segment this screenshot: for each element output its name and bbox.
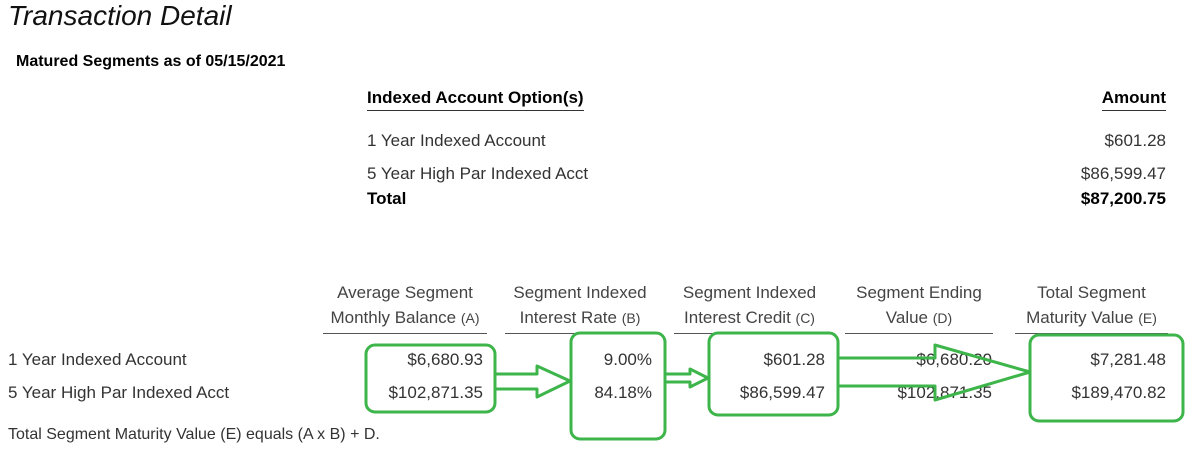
matured-segments-heading: Matured Segments as of 05/15/2021 [16, 53, 286, 70]
total-amount: $87,200.75 [1080, 189, 1166, 208]
total-label: Total [367, 189, 407, 208]
footnote: Total Segment Maturity Value (E) equals … [8, 426, 380, 443]
row-2-b: 84.18% [594, 383, 652, 402]
highlight-box-b [569, 331, 667, 441]
header-a: Average Segment Monthly Balance (A) [323, 280, 487, 334]
highlight-box-e [1028, 333, 1185, 423]
row-1-label: 1 Year Indexed Account [8, 350, 187, 369]
page-title: Transaction Detail [8, 0, 232, 31]
header-b: Segment Indexed Interest Rate (B) [505, 280, 655, 334]
row-2-d: $102,871.35 [897, 383, 992, 402]
row-1-a: $6,680.93 [407, 350, 483, 369]
row-2-c: $86,599.47 [739, 383, 825, 402]
arrow-c-to-e-icon [838, 343, 1032, 402]
amount-header: Amount [1101, 88, 1166, 111]
highlight-box-a [364, 343, 497, 414]
row-1-c: $601.28 [763, 350, 825, 369]
row-2-label: 5 Year High Par Indexed Acct [8, 383, 230, 402]
header-d: Segment Ending Value (D) [845, 280, 993, 334]
summary-amount-2: $86,599.47 [1080, 164, 1166, 183]
summary-option-2: 5 Year High Par Indexed Acct [367, 164, 589, 183]
row-1-b: 9.00% [603, 350, 652, 369]
option-header: Indexed Account Option(s) [367, 88, 584, 111]
arrow-b-to-c-icon [665, 367, 710, 389]
row-2-e: $189,470.82 [1071, 383, 1166, 402]
arrow-a-to-b-icon [495, 364, 572, 399]
summary-amount-1: $601.28 [1104, 131, 1166, 150]
row-2-a: $102,871.35 [388, 383, 483, 402]
row-1-e: $7,281.48 [1090, 350, 1166, 369]
highlight-box-c [707, 331, 840, 417]
summary-option-1: 1 Year Indexed Account [367, 131, 546, 150]
